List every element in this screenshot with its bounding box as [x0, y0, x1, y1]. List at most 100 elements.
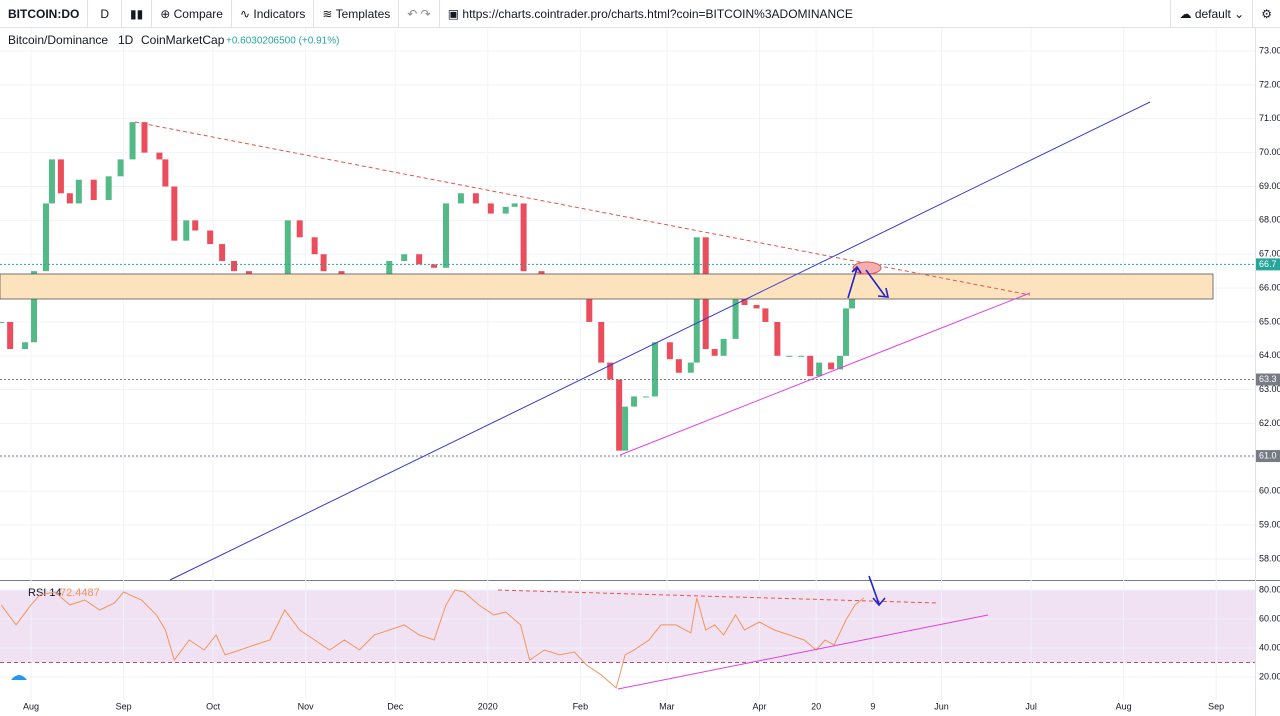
indicators-label: Indicators [253, 6, 306, 21]
settings[interactable]: ⚙ [1261, 6, 1272, 21]
rsi-line [0, 589, 865, 689]
x-tick-label: Aug [1116, 701, 1132, 711]
zone [0, 273, 1214, 300]
candle [162, 159, 169, 187]
candle [848, 294, 855, 309]
price-tag-label: 61.0 [1259, 450, 1277, 460]
series-change: +0.6030206500 (+0.91%) [226, 36, 339, 47]
candle [643, 396, 650, 398]
price-tag-label: 63.3 [1259, 374, 1277, 384]
candle [66, 193, 73, 204]
candle [837, 355, 844, 370]
candle [607, 362, 614, 380]
candle [231, 260, 238, 272]
candle [296, 220, 303, 238]
candle [245, 271, 252, 275]
undo-redo[interactable]: ↶ ↷ [407, 6, 431, 21]
candle [90, 179, 97, 201]
y-tick-label: 70.00 [1259, 147, 1280, 157]
x-tick-label: Apr [752, 701, 766, 711]
series-title: Bitcoin/Dominance [8, 33, 108, 47]
x-tick-label: 20 [811, 701, 821, 711]
candle [675, 359, 682, 373]
chart: Bitcoin/Dominance 1D CoinMarketCap +0.60… [0, 28, 1280, 716]
x-tick-label: 2020 [478, 701, 498, 711]
y-tick-label: 63.00 [1259, 384, 1280, 394]
price-tag-label: 66.7 [1259, 259, 1277, 269]
candle [651, 342, 658, 397]
symbol[interactable]: BITCOIN:DO [8, 6, 80, 21]
candle [472, 193, 479, 204]
y-tick-label: 68.00 [1259, 215, 1280, 225]
url-text: https://charts.cointrader.pro/charts.htm… [462, 6, 853, 21]
rsi-name: RSI 14 [28, 587, 62, 599]
x-tick-label: 9 [870, 701, 875, 711]
candle [616, 379, 623, 451]
templates[interactable]: ≋ Templates [322, 6, 391, 21]
y-tick-label: 60.00 [1259, 486, 1280, 496]
candle [48, 159, 55, 204]
candle [171, 186, 178, 241]
candle [487, 203, 494, 214]
candle [183, 220, 190, 241]
x-tick-label: Oct [206, 701, 221, 711]
candle [386, 260, 393, 278]
layout[interactable]: ☁ default ⌄ [1179, 6, 1245, 21]
candle [22, 342, 29, 350]
candle [311, 237, 318, 255]
candle [192, 220, 199, 231]
candle [816, 362, 823, 377]
compare[interactable]: ⊕ Compare [160, 6, 223, 21]
candle [431, 264, 438, 268]
price-tag [1256, 450, 1280, 463]
x-tick-label: Aug [23, 701, 39, 711]
drawings [0, 101, 1214, 690]
candle [156, 152, 163, 160]
x-tick-label: Mar [659, 701, 675, 711]
trend-line [619, 292, 1031, 456]
candle [0, 321, 5, 323]
candle [598, 321, 605, 363]
series-source: CoinMarketCap [141, 33, 225, 47]
candle [457, 193, 464, 204]
templates-label: Templates [335, 6, 391, 21]
x-tick-label: Jun [934, 701, 949, 711]
interval[interactable]: D [100, 6, 109, 21]
candle [75, 179, 82, 204]
candle [798, 355, 805, 357]
price-tag [1256, 373, 1280, 386]
candle [693, 237, 700, 363]
y-tick-label: 59.00 [1259, 520, 1280, 530]
url[interactable]: ▣ https://charts.cointrader.pro/charts.h… [447, 6, 853, 21]
candle [442, 203, 449, 268]
candle [42, 203, 49, 272]
x-tick-label: Feb [573, 701, 589, 711]
y-tick-label: 20.00 [1259, 671, 1280, 681]
logo [11, 675, 27, 680]
candle [720, 338, 727, 356]
indicators[interactable]: ∿ Indicators [239, 6, 306, 21]
y-tick-label: 80.00 [1259, 584, 1280, 594]
candle [622, 406, 629, 451]
candle [117, 159, 124, 177]
candle [284, 220, 291, 295]
candle [129, 122, 136, 160]
candle [843, 308, 850, 356]
grid [0, 28, 1255, 700]
y-tick-label: 40.00 [1259, 642, 1280, 652]
x-tick-label: Sep [116, 701, 132, 711]
chart-style[interactable]: ▮▮ [130, 6, 144, 21]
candle [586, 294, 593, 322]
price-pane [0, 28, 1255, 580]
x-tick-label: Nov [298, 701, 315, 711]
y-tick-label: 73.00 [1259, 45, 1280, 55]
price-tag [1256, 258, 1280, 271]
y-tick-label: 60.00 [1259, 613, 1280, 623]
candle [786, 355, 793, 357]
trend-line [169, 101, 1151, 581]
x-tick-label: Sep [1208, 701, 1224, 711]
y-tick-label: 65.00 [1259, 316, 1280, 326]
y-tick-label: 69.00 [1259, 181, 1280, 191]
y-tick-label: 72.00 [1259, 79, 1280, 89]
